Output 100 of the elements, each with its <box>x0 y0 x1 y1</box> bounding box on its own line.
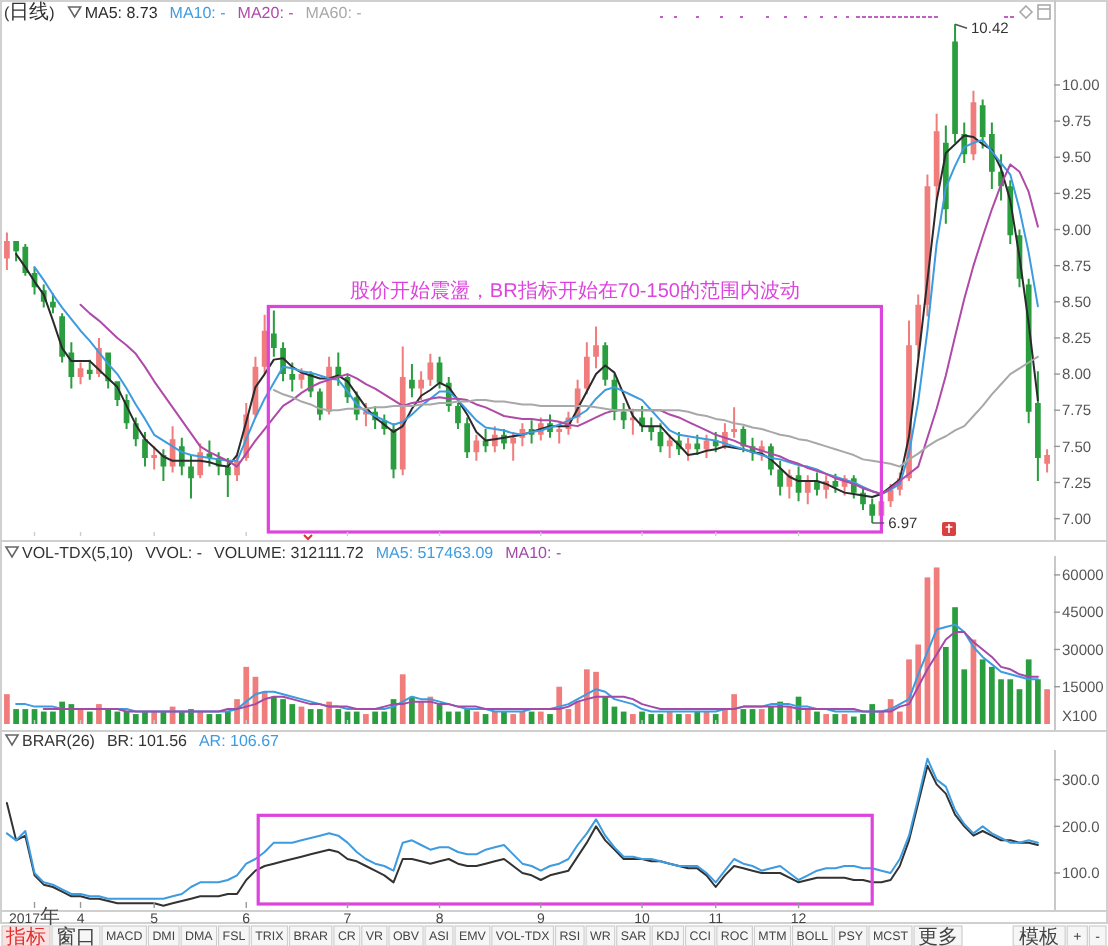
chart-title: (日线) <box>4 0 56 24</box>
candlestick <box>915 294 922 357</box>
tab[interactable] <box>913 925 963 946</box>
tab[interactable] <box>361 925 388 946</box>
tab[interactable] <box>101 925 148 946</box>
bar <box>363 714 369 724</box>
candlestick <box>666 434 673 458</box>
candlestick <box>224 457 231 497</box>
annotation: 股价开始震盪，BR指标开始在70-150的范围内波动 <box>349 279 800 304</box>
bar <box>804 709 811 724</box>
tab[interactable] <box>833 925 868 946</box>
bar <box>96 704 102 724</box>
tab[interactable] <box>868 925 913 946</box>
bar <box>105 709 112 724</box>
tab[interactable] <box>585 925 616 946</box>
text: MA10: - <box>169 3 227 22</box>
text: 模板 <box>1019 925 1060 946</box>
bar <box>814 711 820 724</box>
candlestick <box>1044 449 1050 473</box>
candlestick <box>271 310 277 357</box>
tab[interactable] <box>791 925 833 946</box>
candlestick <box>602 342 609 386</box>
tab[interactable] <box>554 925 585 946</box>
candlestick <box>777 460 783 496</box>
candlestick <box>289 362 296 392</box>
candlestick <box>317 388 323 421</box>
bar <box>510 714 517 724</box>
bar <box>4 694 10 724</box>
bar <box>823 714 830 724</box>
text: MA10: - <box>505 543 562 562</box>
tab[interactable] <box>651 925 685 946</box>
text: MA5: 517463.09 <box>375 543 495 562</box>
text: MA5: 8.73 <box>84 3 159 22</box>
bar <box>197 711 204 724</box>
candlestick <box>786 469 793 499</box>
candlestick <box>151 446 158 470</box>
bar <box>685 714 691 724</box>
candlestick <box>427 353 434 386</box>
button[interactable] <box>1066 925 1088 946</box>
candlestick <box>583 342 590 395</box>
bar <box>335 709 342 724</box>
text: AR: 106.67 <box>198 731 281 750</box>
tab[interactable] <box>288 925 333 946</box>
text: MA20: - <box>237 3 295 22</box>
bar <box>712 714 719 724</box>
tab[interactable] <box>753 925 792 946</box>
bar <box>501 711 507 724</box>
candlestick <box>804 475 811 505</box>
tab[interactable] <box>616 925 651 946</box>
bar <box>620 711 627 724</box>
bar <box>630 714 636 724</box>
bar <box>694 711 701 724</box>
candlestick <box>4 232 10 270</box>
tab[interactable] <box>180 925 218 946</box>
tab[interactable] <box>716 925 753 946</box>
tab[interactable] <box>333 925 361 946</box>
candlestick <box>464 417 471 458</box>
text: 更多 <box>918 925 958 946</box>
chart-title: VOL-TDX(5,10) <box>22 543 134 562</box>
annotation: VOLUME: 312111.72 <box>214 543 365 562</box>
tab[interactable] <box>147 925 180 946</box>
candlestick <box>685 437 691 461</box>
candlestick <box>620 403 627 430</box>
bar <box>224 711 231 724</box>
tab[interactable] <box>388 925 424 946</box>
text: MA60: - <box>305 3 363 22</box>
candlestick <box>952 24 958 143</box>
candlestick <box>399 346 406 476</box>
candlestick <box>455 403 461 430</box>
bar <box>537 711 544 724</box>
bar <box>666 711 673 724</box>
bar <box>86 711 93 724</box>
bar <box>547 714 553 724</box>
tab[interactable] <box>424 925 454 946</box>
tab[interactable] <box>218 925 250 946</box>
candlestick <box>409 363 415 398</box>
candlestick <box>50 293 56 314</box>
candlestick <box>142 431 148 467</box>
candlestick <box>77 362 84 385</box>
bar <box>1044 689 1050 724</box>
bar <box>740 709 747 724</box>
tab[interactable] <box>51 925 101 946</box>
text: 指标 <box>4 925 46 946</box>
annotation: VVOL: - <box>145 543 203 562</box>
tab[interactable] <box>250 925 289 946</box>
candlestick <box>188 455 194 499</box>
bar <box>758 709 765 724</box>
bar <box>399 674 406 724</box>
candlestick <box>418 371 424 401</box>
bar <box>602 696 609 724</box>
bar <box>353 711 360 724</box>
text: 窗口 <box>56 925 96 946</box>
tab[interactable] <box>454 925 491 946</box>
text: BR: 101.56 <box>106 731 189 750</box>
candlestick <box>731 407 737 438</box>
line-series <box>272 355 1039 468</box>
chart-title: BRAR(26) <box>22 731 96 750</box>
tab[interactable] <box>684 925 716 946</box>
candlestick <box>593 326 599 369</box>
candlestick <box>869 498 876 523</box>
